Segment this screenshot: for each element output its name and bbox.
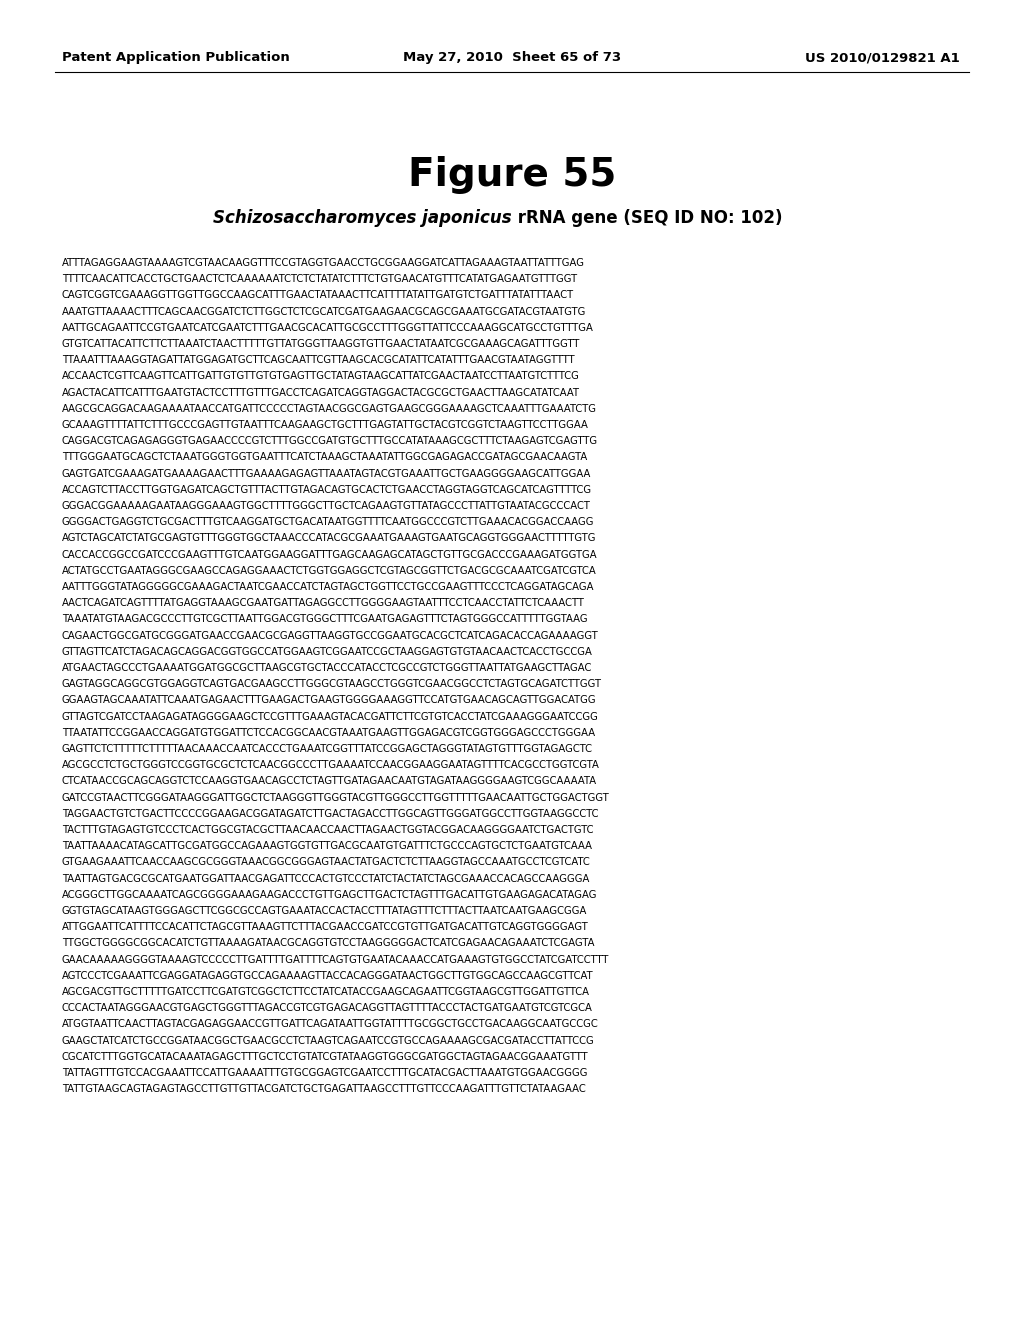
Text: TATTAGTTTGTCCACGAAATTCCATTGAAAATTTGTGCGGAGTCGAATCCTTTGCATACGACTTAAATGTGGAACGGGG: TATTAGTTTGTCCACGAAATTCCATTGAAAATTTGTGCGG… xyxy=(62,1068,588,1078)
Text: GAGTAGGCAGGCGTGGAGGTCAGTGACGAAGCCTTGGGCGTAAGCCTGGGTCGAACGGCCTCTAGTGCAGATCTTGGT: GAGTAGGCAGGCGTGGAGGTCAGTGACGAAGCCTTGGGCG… xyxy=(62,680,602,689)
Text: May 27, 2010  Sheet 65 of 73: May 27, 2010 Sheet 65 of 73 xyxy=(402,51,622,65)
Text: GAAGCTATCATCTGCCGGATAACGGCTGAACGCCTCTAAGTCAGAATCCGTGCCAGAAAAGCGACGATACCTTATTCCG: GAAGCTATCATCTGCCGGATAACGGCTGAACGCCTCTAAG… xyxy=(62,1036,595,1045)
Text: GGAAGTAGCAAATATTCAAATGAGAACTTTGAAGACTGAAGTGGGGAAAGGTTCCATGTGAACAGCAGTTGGACATGG: GGAAGTAGCAAATATTCAAATGAGAACTTTGAAGACTGAA… xyxy=(62,696,597,705)
Text: GATCCGTAACTTCGGGATAAGGGATTGGCTCTAAGGGTTGGGTACGTTGGGCCTTGGTTTTTGAACAATTGCTGGACTGG: GATCCGTAACTTCGGGATAAGGGATTGGCTCTAAGGGTTG… xyxy=(62,792,609,803)
Text: AGCGCCTCTGCTGGGTCCGGTGCGCTCTCAACGGCCCTTGAAAATCCAACGGAAGGAATAGTTTTCACGCCTGGTCGTA: AGCGCCTCTGCTGGGTCCGGTGCGCTCTCAACGGCCCTTG… xyxy=(62,760,600,770)
Text: Schizosaccharomyces japonicus: Schizosaccharomyces japonicus xyxy=(213,209,512,227)
Text: TAGGAACTGTCTGACTTCCCCGGAAGACGGATAGATCTTGACTAGACCTTGGCAGTTGGGATGGCCTTGGTAAGGCCTC: TAGGAACTGTCTGACTTCCCCGGAAGACGGATAGATCTTG… xyxy=(62,809,598,818)
Text: GTTAGTTCATCTAGACAGCAGGACGGTGGCCATGGAAGTCGGAATCCGCTAAGGAGTGTGTAACAACTCACCTGCCGA: GTTAGTTCATCTAGACAGCAGGACGGTGGCCATGGAAGTC… xyxy=(62,647,593,657)
Text: TTAATATTCCGGAACCAGGATGTGGATTCTCCACGGCAACGTAAATGAAGTTGGAGACGTCGGTGGGAGCCCTGGGAA: TTAATATTCCGGAACCAGGATGTGGATTCTCCACGGCAAC… xyxy=(62,727,595,738)
Text: TTGGCTGGGGCGGCACATCTGTTAAAAGATAACGCAGGTGTCCTAAGGGGGACTCATCGAGAACAGAAATCTCGAGTA: TTGGCTGGGGCGGCACATCTGTTAAAAGATAACGCAGGTG… xyxy=(62,939,595,948)
Text: ATGAACTAGCCCTGAAAATGGATGGCGCTTAAGCGTGCTACCCATACCTCGCCGTCTGGGTTAATTATGAAGCTTAGAC: ATGAACTAGCCCTGAAAATGGATGGCGCTTAAGCGTGCTA… xyxy=(62,663,592,673)
Text: US 2010/0129821 A1: US 2010/0129821 A1 xyxy=(805,51,961,65)
Text: ACGGGCTTGGCAAAATCAGCGGGGAAAGAAGACCCTGTTGAGCTTGACTCTAGTTTGACATTGTGAAGAGACATAGAG: ACGGGCTTGGCAAAATCAGCGGGGAAAGAAGACCCTGTTG… xyxy=(62,890,597,900)
Text: GAACAAAAAGGGGTAAAAGTCCCCCTTGATTTTGATTTTCAGTGTGAATACAAACCATGAAAGTGTGGCCTATCGATCCT: GAACAAAAAGGGGTAAAAGTCCCCCTTGATTTTGATTTTC… xyxy=(62,954,609,965)
Text: ACCAACTCGTTCAAGTTCATTGATTGTGTTGTGTGAGTTGCTATAGTAAGCATTATCGAACTAATCCTTAATGTCTTTCG: ACCAACTCGTTCAAGTTCATTGATTGTGTTGTGTGAGTTG… xyxy=(62,371,580,381)
Text: TTAAATTTAAAGGTAGATTATGGAGATGCTTCAGCAATTCGTTAAGCACGCATATTCATATTTGAACGTAATAGGTTTT: TTAAATTTAAAGGTAGATTATGGAGATGCTTCAGCAATTC… xyxy=(62,355,574,366)
Text: GTGTCATTACATTCTTCTTAAATCTAACTTTTTGTTATGGGTTAAGGTGTTGAACTATAATCGCGAAAGCAGATTTGGTT: GTGTCATTACATTCTTCTTAAATCTAACTTTTTGTTATGG… xyxy=(62,339,581,348)
Text: AAGCGCAGGACAAGAAAATAACCATGATTCCCCCTAGTAACGGCGAGTGAAGCGGGAAAAGCTCAAATTTGAAATCTG: AAGCGCAGGACAAGAAAATAACCATGATTCCCCCTAGTAA… xyxy=(62,404,597,413)
Text: TAATTAAAACATAGCATTGCGATGGCCAGAAAGTGGTGTTGACGCAATGTGATTTCTGCCCAGTGCTCTGAATGTCAAA: TAATTAAAACATAGCATTGCGATGGCCAGAAAGTGGTGTT… xyxy=(62,841,592,851)
Text: ATTGGAATTCATTTTCCACATTCTAGCGTTAAAGTTCTTTACGAACCGATCCGTGTTGATGACATTGTCAGGTGGGGAGT: ATTGGAATTCATTTTCCACATTCTAGCGTTAAAGTTCTTT… xyxy=(62,923,589,932)
Text: GCAAAGTTTTATTCTTTGCCCGAGTTGTAATTTCAAGAAGCTGCTTTGAGTATTGCTACGTCGGTCTAAGTTCCTTGGAA: GCAAAGTTTTATTCTTTGCCCGAGTTGTAATTTCAAGAAG… xyxy=(62,420,589,430)
Text: GAGTTCTCTTTTTCTTTTTAACAAACCAATCACCCTGAAATCGGTTTATCCGGAGCTAGGGTATAGTGTTTGGTAGAGCT: GAGTTCTCTTTTTCTTTTTAACAAACCAATCACCCTGAAA… xyxy=(62,744,593,754)
Text: CAGTCGGTCGAAAGGTTGGTTGGCCAAGCATTTGAACTATAAACTTCATTTTATATTGATGTCTGATTTATATTTAACT: CAGTCGGTCGAAAGGTTGGTTGGCCAAGCATTTGAACTAT… xyxy=(62,290,574,301)
Text: AGACTACATTCATTTGAATGTACTCCTTTGTTTGACCTCAGATCAGGTAGGACTACGCGCTGAACTTAAGCATATCAAT: AGACTACATTCATTTGAATGTACTCCTTTGTTTGACCTCA… xyxy=(62,388,580,397)
Text: CACCACCGGCCGATCCCGAAGTTTGTCAATGGAAGGATTTGAGCAAGAGCATAGCTGTTGCGACCCGAAAGATGGTGA: CACCACCGGCCGATCCCGAAGTTTGTCAATGGAAGGATTT… xyxy=(62,549,598,560)
Text: ATTTAGAGGAAGTAAAAGTCGTAACAAGGTTTCCGTAGGTGAACCTGCGGAAGGATCATTAGAAAGTAATTATTTGAG: ATTTAGAGGAAGTAAAAGTCGTAACAAGGTTTCCGTAGGT… xyxy=(62,257,585,268)
Text: AATTTGGGTATAGGGGGCGAAAGACTAATCGAACCATCTAGTAGCTGGTTCCTGCCGAAGTTTCCCTCAGGATAGCAGA: AATTTGGGTATAGGGGGCGAAAGACTAATCGAACCATCTA… xyxy=(62,582,595,591)
Text: GTTAGTCGATCCTAAGAGATAGGGGAAGCTCCGTTTGAAAGTACACGATTCTTCGTGTCACCTATCGAAAGGGAATCCGG: GTTAGTCGATCCTAAGAGATAGGGGAAGCTCCGTTTGAAA… xyxy=(62,711,599,722)
Text: Figure 55: Figure 55 xyxy=(408,156,616,194)
Text: ATGGTAATTCAACTTAGTACGAGAGGAACCGTTGATTCAGATAATTGGTATTTTGCGGCTGCCTGACAAGGCAATGCCGC: ATGGTAATTCAACTTAGTACGAGAGGAACCGTTGATTCAG… xyxy=(62,1019,599,1030)
Text: ACCAGTCTTACCTTGGTGAGATCAGCTGTTTACTTGTAGACAGTGCACTCTGAACCTAGGTAGGTCAGCATCAGTTTTCG: ACCAGTCTTACCTTGGTGAGATCAGCTGTTTACTTGTAGA… xyxy=(62,484,592,495)
Text: TAAATATGTAAGACGCCCTTGTCGCTTAATTGGACGTGGGCTTTCGAATGAGAGTTTCTAGTGGGCCATTTTTGGTAAG: TAAATATGTAAGACGCCCTTGTCGCTTAATTGGACGTGGG… xyxy=(62,614,588,624)
Text: ACTATGCCTGAATAGGGCGAAGCCAGAGGAAACTCTGGTGGAGGCTCGTAGCGGTTCTGACGCGCAAATCGATCGTCA: ACTATGCCTGAATAGGGCGAAGCCAGAGGAAACTCTGGTG… xyxy=(62,566,597,576)
Text: GGGGACTGAGGTCTGCGACTTTGTCAAGGATGCTGACATAATGGTTTTCAATGGCCCGTCTTGAAACACGGACCAAGG: GGGGACTGAGGTCTGCGACTTTGTCAAGGATGCTGACATA… xyxy=(62,517,595,527)
Text: rRNA gene (SEQ ID NO: 102): rRNA gene (SEQ ID NO: 102) xyxy=(512,209,782,227)
Text: GGGACGGAAAAAGAATAAGGGAAAGTGGCTTTTGGGCTTGCTCAGAAGTGTTATAGCCCTTATTGTAATACGCCCACT: GGGACGGAAAAAGAATAAGGGAAAGTGGCTTTTGGGCTTG… xyxy=(62,502,591,511)
Text: AGTCCCTCGAAATTCGAGGATAGAGGTGCCAGAAAAGTTACCACAGGGATAACTGGCTTGTGGCAGCCAAGCGTTCAT: AGTCCCTCGAAATTCGAGGATAGAGGTGCCAGAAAAGTTA… xyxy=(62,970,594,981)
Text: AGCGACGTTGCTTTTTGATCCTTCGATGTCGGCTCTTCCTATCATACCGAAGCAGAATTCGGTAAGCGTTGGATTGTTCA: AGCGACGTTGCTTTTTGATCCTTCGATGTCGGCTCTTCCT… xyxy=(62,987,590,997)
Text: AACTCAGATCAGTTTTATGAGGTAAAGCGAATGATTAGAGGCCTTGGGGAAGTAATTTCCTCAACCTATTCTCAAACTT: AACTCAGATCAGTTTTATGAGGTAAAGCGAATGATTAGAG… xyxy=(62,598,585,609)
Text: GAGTGATCGAAAGATGAAAAGAACTTTGAAAAGAGAGTTAAATAGTACGTGAAATTGCTGAAGGGGAAGCATTGGAA: GAGTGATCGAAAGATGAAAAGAACTTTGAAAAGAGAGTTA… xyxy=(62,469,592,479)
Text: GTGAAGAAATTCAACCAAGCGCGGGTAAACGGCGGGAGTAACTATGACTCTCTTAAGGTAGCCAAATGCCTCGTCATC: GTGAAGAAATTCAACCAAGCGCGGGTAAACGGCGGGAGTA… xyxy=(62,858,591,867)
Text: TAATTAGTGACGCGCATGAATGGATTAACGAGATTCCCACTGTCCCTATCTACTATCTAGCGAAACCACAGCCAAGGGA: TAATTAGTGACGCGCATGAATGGATTAACGAGATTCCCAC… xyxy=(62,874,590,883)
Text: Patent Application Publication: Patent Application Publication xyxy=(62,51,290,65)
Text: TTTGGGAATGCAGCTCTAAATGGGTGGTGAATTTCATCTAAAGCTAAATATTGGCGAGAGACCGATAGCGAACAAGTA: TTTGGGAATGCAGCTCTAAATGGGTGGTGAATTTCATCTA… xyxy=(62,453,587,462)
Text: TATTGTAAGCAGTAGAGTAGCCTTGTTGTTACGATCTGCTGAGATTAAGCCTTTGTTCCCAAGATTTGTTCTATAAGAAC: TATTGTAAGCAGTAGAGTAGCCTTGTTGTTACGATCTGCT… xyxy=(62,1084,586,1094)
Text: GGTGTAGCATAAGTGGGAGCTTCGGCGCCAGTGAAATACCACTACCTTTATAGTTTCTTTACTTAATCAATGAAGCGGA: GGTGTAGCATAAGTGGGAGCTTCGGCGCCAGTGAAATACC… xyxy=(62,906,588,916)
Text: CTCATAACCGCAGCAGGTCTCCAAGGTGAACAGCCTCTAGTTGATAGAACAATGTAGATAAGGGGAAGTCGGCAAAATA: CTCATAACCGCAGCAGGTCTCCAAGGTGAACAGCCTCTAG… xyxy=(62,776,597,787)
Text: CGCATCTTTGGTGCATACAAATAGAGCTTTGCTCCTGTATCGTATAAGGTGGGCGATGGCTAGTAGAACGGAAATGTTT: CGCATCTTTGGTGCATACAAATAGAGCTTTGCTCCTGTAT… xyxy=(62,1052,589,1061)
Text: CAGAACTGGCGATGCGGGATGAACCGAACGCGAGGTTAAGGTGCCGGAATGCACGCTCATCAGACACCAGAAAAGGT: CAGAACTGGCGATGCGGGATGAACCGAACGCGAGGTTAAG… xyxy=(62,631,599,640)
Text: CCCACTAATAGGGAACGTGAGCTGGGTTTAGACCGTCGTGAGACAGGTTAGTTTTACCCTACTGATGAATGTCGTCGCA: CCCACTAATAGGGAACGTGAGCTGGGTTTAGACCGTCGTG… xyxy=(62,1003,593,1014)
Text: TTTTCAACATTCACCTGCTGAACTCTCAAAAAATCTCTCTATATCTTTCTGTGAACATGTTTCATATGAGAATGTTTGGT: TTTTCAACATTCACCTGCTGAACTCTCAAAAAATCTCTCT… xyxy=(62,275,578,284)
Text: TACTTTGTAGAGTGTCCCTCACTGGCGTACGCTTAACAACCAACTTAGAACTGGTACGGACAAGGGGAATCTGACTGTC: TACTTTGTAGAGTGTCCCTCACTGGCGTACGCTTAACAAC… xyxy=(62,825,594,836)
Text: CAGGACGTCAGAGAGGGTGAGAACCCCGTCTTTGGCCGATGTGCTTTGCCATATAAAGCGCTTTCTAAGAGTCGAGTTG: CAGGACGTCAGAGAGGGTGAGAACCCCGTCTTTGGCCGAT… xyxy=(62,436,598,446)
Text: AAATGTTAAAACTTTCAGCAACGGATCTCTTGGCTCTCGCATCGATGAAGAACGCAGCGAAATGCGATACGTAATGTG: AAATGTTAAAACTTTCAGCAACGGATCTCTTGGCTCTCGC… xyxy=(62,306,587,317)
Text: AGTCTAGCATCTATGCGAGTGTTTGGGTGGCTAAACCCATACGCGAAATGAAAGTGAATGCAGGTGGGAACTTTTTGTG: AGTCTAGCATCTATGCGAGTGTTTGGGTGGCTAAACCCAT… xyxy=(62,533,597,544)
Text: AATTGCAGAATTCCGTGAATCATCGAATCTTTGAACGCACATTGCGCCTTTGGGTTATTCCCAAAGGCATGCCTGTTTGA: AATTGCAGAATTCCGTGAATCATCGAATCTTTGAACGCAC… xyxy=(62,323,594,333)
